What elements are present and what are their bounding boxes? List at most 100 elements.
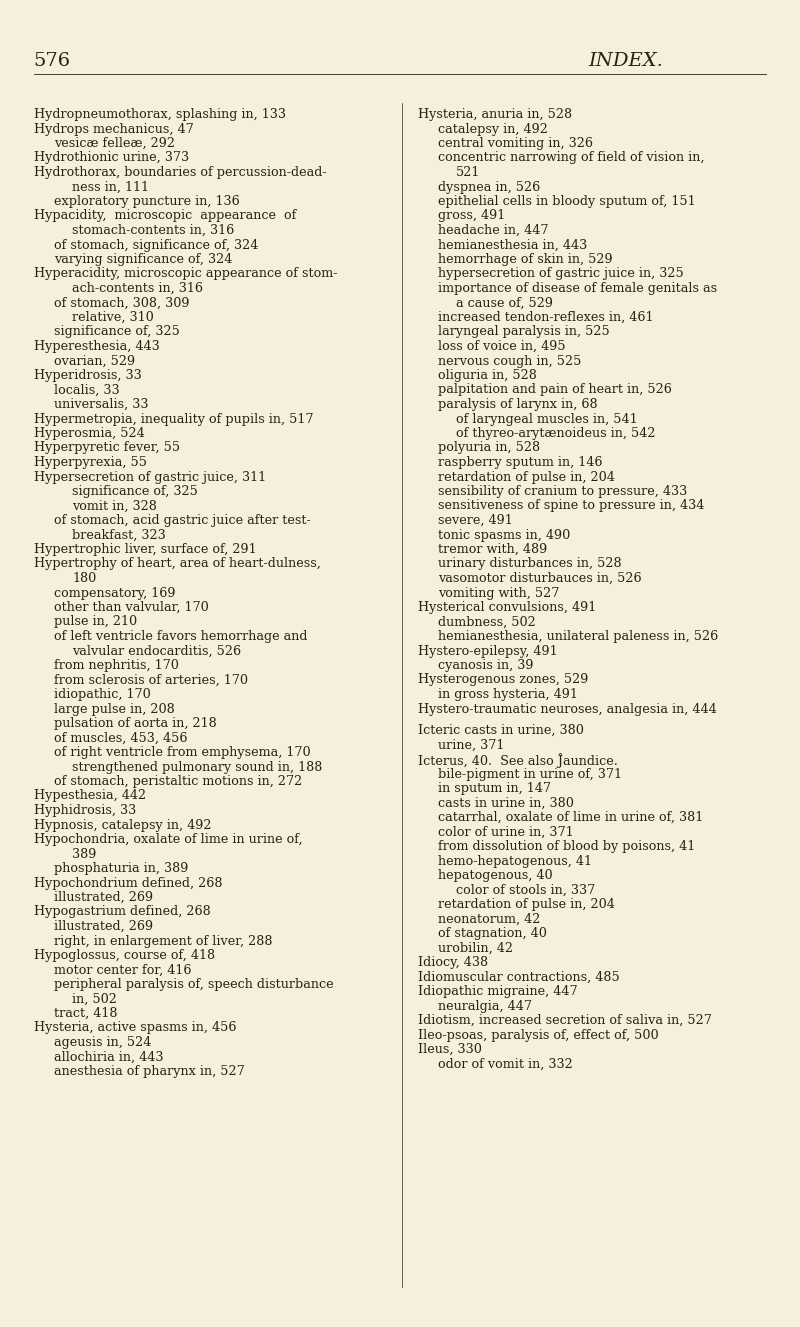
Text: Hysterogenous zones, 529: Hysterogenous zones, 529 [418, 674, 588, 686]
Text: hemianesthesia in, 443: hemianesthesia in, 443 [438, 239, 587, 252]
Text: localis, 33: localis, 33 [54, 384, 119, 397]
Text: cyanosis in, 39: cyanosis in, 39 [438, 660, 533, 671]
Text: Hypertrophy of heart, area of heart-dulness,: Hypertrophy of heart, area of heart-duln… [34, 557, 321, 571]
Text: of stagnation, 40: of stagnation, 40 [438, 928, 546, 941]
Text: of right ventricle from emphysema, 170: of right ventricle from emphysema, 170 [54, 746, 310, 759]
Text: hemianesthesia, unilateral paleness in, 526: hemianesthesia, unilateral paleness in, … [438, 630, 718, 644]
Text: compensatory, 169: compensatory, 169 [54, 587, 175, 600]
Text: ness in, 111: ness in, 111 [72, 180, 149, 194]
Text: Idiocy, 438: Idiocy, 438 [418, 957, 488, 969]
Text: valvular endocarditis, 526: valvular endocarditis, 526 [72, 645, 241, 657]
Text: exploratory puncture in, 136: exploratory puncture in, 136 [54, 195, 239, 208]
Text: increased tendon-reflexes in, 461: increased tendon-reflexes in, 461 [438, 311, 653, 324]
Text: vomiting with, 527: vomiting with, 527 [438, 587, 559, 600]
Text: hemo-hepatogenous, 41: hemo-hepatogenous, 41 [438, 855, 592, 868]
Text: vesicæ felleæ, 292: vesicæ felleæ, 292 [54, 137, 174, 150]
Text: central vomiting in, 326: central vomiting in, 326 [438, 137, 593, 150]
Text: casts in urine in, 380: casts in urine in, 380 [438, 796, 574, 809]
Text: in gross hysteria, 491: in gross hysteria, 491 [438, 687, 578, 701]
Text: Idiopathic migraine, 447: Idiopathic migraine, 447 [418, 985, 578, 998]
Text: epithelial cells in bloody sputum of, 151: epithelial cells in bloody sputum of, 15… [438, 195, 695, 208]
Text: of muscles, 453, 456: of muscles, 453, 456 [54, 731, 187, 744]
Text: urine, 371: urine, 371 [438, 739, 504, 752]
Text: polyuria in, 528: polyuria in, 528 [438, 442, 540, 455]
Text: oliguria in, 528: oliguria in, 528 [438, 369, 537, 382]
Text: Idiomuscular contractions, 485: Idiomuscular contractions, 485 [418, 971, 619, 983]
Text: other than valvular, 170: other than valvular, 170 [54, 601, 208, 614]
Text: Hyperpyrexia, 55: Hyperpyrexia, 55 [34, 456, 146, 468]
Text: severe, 491: severe, 491 [438, 514, 512, 527]
Text: laryngeal paralysis in, 525: laryngeal paralysis in, 525 [438, 325, 610, 338]
Text: Hydropneumothorax, splashing in, 133: Hydropneumothorax, splashing in, 133 [34, 107, 286, 121]
Text: concentric narrowing of field of vision in,: concentric narrowing of field of vision … [438, 151, 704, 165]
Text: Hydrothionic urine, 373: Hydrothionic urine, 373 [34, 151, 189, 165]
Text: Hypnosis, catalepsy in, 492: Hypnosis, catalepsy in, 492 [34, 819, 211, 832]
Text: Icteric casts in urine, 380: Icteric casts in urine, 380 [418, 725, 583, 738]
Text: significance of, 325: significance of, 325 [72, 484, 198, 498]
Text: Hystero-epilepsy, 491: Hystero-epilepsy, 491 [418, 645, 558, 657]
Text: Hypoglossus, course of, 418: Hypoglossus, course of, 418 [34, 949, 214, 962]
Text: strengthened pulmonary sound in, 188: strengthened pulmonary sound in, 188 [72, 760, 322, 774]
Text: odor of vomit in, 332: odor of vomit in, 332 [438, 1058, 572, 1071]
Text: Hyperosmia, 524: Hyperosmia, 524 [34, 427, 144, 441]
Text: 576: 576 [34, 52, 70, 70]
Text: bile-pigment in urine of, 371: bile-pigment in urine of, 371 [438, 768, 622, 780]
Text: Hystero-traumatic neuroses, analgesia in, 444: Hystero-traumatic neuroses, analgesia in… [418, 702, 716, 715]
Text: Ileus, 330: Ileus, 330 [418, 1043, 482, 1056]
Text: urobilin, 42: urobilin, 42 [438, 942, 513, 954]
Text: Hyperesthesia, 443: Hyperesthesia, 443 [34, 340, 159, 353]
Text: hepatogenous, 40: hepatogenous, 40 [438, 869, 552, 882]
Text: Hypermetropia, inequality of pupils in, 517: Hypermetropia, inequality of pupils in, … [34, 413, 313, 426]
Text: phosphaturia in, 389: phosphaturia in, 389 [54, 863, 188, 874]
Text: of stomach, significance of, 324: of stomach, significance of, 324 [54, 239, 258, 252]
Text: of thyreo-arytænoideus in, 542: of thyreo-arytænoideus in, 542 [456, 427, 655, 441]
Text: idiopathic, 170: idiopathic, 170 [54, 687, 150, 701]
Text: Hypertrophic liver, surface of, 291: Hypertrophic liver, surface of, 291 [34, 543, 256, 556]
Text: Hyperpyretic fever, 55: Hyperpyretic fever, 55 [34, 442, 180, 455]
Text: sensibility of cranium to pressure, 433: sensibility of cranium to pressure, 433 [438, 484, 687, 498]
Text: of laryngeal muscles in, 541: of laryngeal muscles in, 541 [456, 413, 638, 426]
Text: catalepsy in, 492: catalepsy in, 492 [438, 122, 547, 135]
Text: varying significance of, 324: varying significance of, 324 [54, 253, 232, 265]
Text: of stomach, 308, 309: of stomach, 308, 309 [54, 296, 189, 309]
Text: nervous cough in, 525: nervous cough in, 525 [438, 354, 581, 368]
Text: Hypacidity,  microscopic  appearance  of: Hypacidity, microscopic appearance of [34, 210, 296, 223]
Text: tonic spasms in, 490: tonic spasms in, 490 [438, 528, 570, 541]
Text: Hypochondrium defined, 268: Hypochondrium defined, 268 [34, 877, 222, 889]
Text: peripheral paralysis of, speech disturbance: peripheral paralysis of, speech disturba… [54, 978, 334, 991]
Text: of left ventricle favors hemorrhage and: of left ventricle favors hemorrhage and [54, 630, 307, 644]
Text: hemorrhage of skin in, 529: hemorrhage of skin in, 529 [438, 253, 612, 265]
Text: ach-contents in, 316: ach-contents in, 316 [72, 283, 203, 295]
Text: from nephritis, 170: from nephritis, 170 [54, 660, 178, 671]
Text: Hypesthesia, 442: Hypesthesia, 442 [34, 790, 146, 803]
Text: urinary disturbances in, 528: urinary disturbances in, 528 [438, 557, 622, 571]
Text: allochiria in, 443: allochiria in, 443 [54, 1051, 163, 1063]
Text: of stomach, acid gastric juice after test-: of stomach, acid gastric juice after tes… [54, 514, 310, 527]
Text: tract, 418: tract, 418 [54, 1007, 117, 1020]
Text: 389: 389 [72, 848, 96, 860]
Text: ovarian, 529: ovarian, 529 [54, 354, 134, 368]
Text: Idiotism, increased secretion of saliva in, 527: Idiotism, increased secretion of saliva … [418, 1014, 711, 1027]
Text: importance of disease of female genitals as: importance of disease of female genitals… [438, 283, 717, 295]
Text: illustrated, 269: illustrated, 269 [54, 890, 153, 904]
Text: INDEX.: INDEX. [588, 52, 663, 70]
Text: of stomach, peristaltic motions in, 272: of stomach, peristaltic motions in, 272 [54, 775, 302, 788]
Text: a cause of, 529: a cause of, 529 [456, 296, 553, 309]
Text: Ileo-psoas, paralysis of, effect of, 500: Ileo-psoas, paralysis of, effect of, 500 [418, 1028, 658, 1042]
Text: illustrated, 269: illustrated, 269 [54, 920, 153, 933]
Text: gross, 491: gross, 491 [438, 210, 505, 223]
Text: retardation of pulse in, 204: retardation of pulse in, 204 [438, 898, 614, 912]
Text: palpitation and pain of heart in, 526: palpitation and pain of heart in, 526 [438, 384, 671, 397]
Text: Hysteria, active spasms in, 456: Hysteria, active spasms in, 456 [34, 1022, 236, 1035]
Text: Hypersecretion of gastric juice, 311: Hypersecretion of gastric juice, 311 [34, 471, 266, 483]
Text: dyspnea in, 526: dyspnea in, 526 [438, 180, 540, 194]
Text: Hysteria, anuria in, 528: Hysteria, anuria in, 528 [418, 107, 572, 121]
Text: anesthesia of pharynx in, 527: anesthesia of pharynx in, 527 [54, 1066, 244, 1078]
Text: pulsation of aorta in, 218: pulsation of aorta in, 218 [54, 717, 216, 730]
Text: Hypochondria, oxalate of lime in urine of,: Hypochondria, oxalate of lime in urine o… [34, 833, 302, 847]
Text: 521: 521 [456, 166, 480, 179]
Text: Hysterical convulsions, 491: Hysterical convulsions, 491 [418, 601, 596, 614]
Text: vomit in, 328: vomit in, 328 [72, 499, 157, 512]
Text: right, in enlargement of liver, 288: right, in enlargement of liver, 288 [54, 934, 272, 947]
Text: vasomotor disturbauces in, 526: vasomotor disturbauces in, 526 [438, 572, 642, 585]
